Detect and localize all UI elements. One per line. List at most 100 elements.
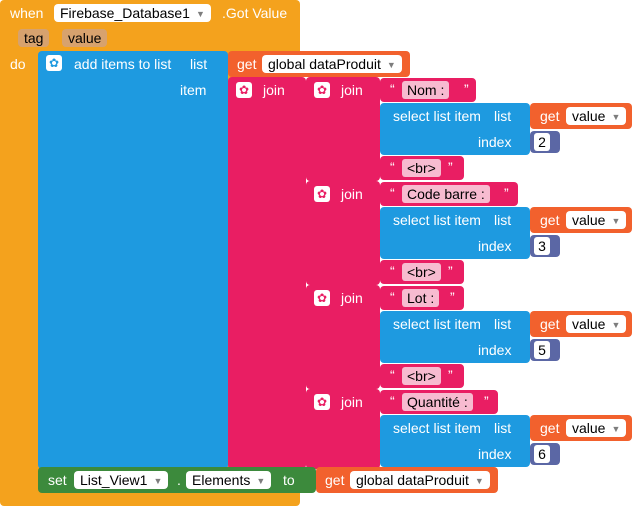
- quote-close: ”: [448, 263, 453, 279]
- get-label: get: [237, 56, 257, 72]
- chevron-down-icon: ▼: [153, 476, 163, 486]
- select-list-item-block[interactable]: [380, 207, 530, 259]
- variable-name: global dataProduit: [356, 472, 469, 488]
- index-value[interactable]: 2: [534, 133, 550, 151]
- number-block-index[interactable]: 2: [530, 131, 560, 153]
- property-dropdown[interactable]: Elements ▼: [186, 471, 272, 489]
- quote-open: “: [390, 159, 395, 175]
- variable-dropdown[interactable]: global dataProduit ▼: [350, 471, 490, 489]
- value-var: value: [572, 316, 606, 332]
- select-index-socket: index: [478, 446, 512, 462]
- join-label: join: [341, 186, 363, 202]
- property-name: Elements: [192, 472, 251, 488]
- br-text[interactable]: <br>: [402, 159, 441, 177]
- setter-component: List_View1: [80, 472, 148, 488]
- select-list-item-block[interactable]: [380, 311, 530, 363]
- field-label-text[interactable]: Quantité :: [402, 393, 473, 411]
- text-block-br[interactable]: “ <br> ”: [380, 364, 464, 388]
- quote-close: ”: [484, 393, 489, 409]
- value-dropdown[interactable]: value ▼: [566, 107, 627, 125]
- select-list-socket: list: [494, 420, 512, 436]
- text-block-field-label[interactable]: “ Quantité : ”: [380, 390, 498, 414]
- value-dropdown[interactable]: value ▼: [566, 315, 627, 333]
- number-block-index[interactable]: 5: [530, 339, 560, 361]
- join-gear-icon[interactable]: ✿: [314, 290, 330, 306]
- chevron-down-icon: ▼: [256, 476, 266, 486]
- chevron-down-icon: ▼: [195, 9, 205, 19]
- get-label: get: [540, 420, 560, 436]
- quote-open: “: [390, 263, 395, 279]
- value-var: value: [572, 108, 606, 124]
- value-dropdown[interactable]: value ▼: [566, 419, 627, 437]
- value-dropdown[interactable]: value ▼: [566, 211, 627, 229]
- select-list-socket: list: [494, 316, 512, 332]
- join-gear-icon[interactable]: ✿: [314, 186, 330, 202]
- get-label: get: [325, 472, 345, 488]
- join-block-outer[interactable]: [228, 77, 306, 469]
- select-list-socket: list: [494, 108, 512, 124]
- text-block-field-label[interactable]: “ Lot : ”: [380, 286, 464, 310]
- text-block-field-label[interactable]: “ Code barre : ”: [380, 182, 518, 206]
- select-list-item-block[interactable]: [380, 415, 530, 467]
- component-dropdown[interactable]: Firebase_Database1 ▼: [54, 4, 211, 22]
- setter-component-dropdown[interactable]: List_View1 ▼: [74, 471, 169, 489]
- quote-close: ”: [448, 367, 453, 383]
- variable-name: global dataProduit: [268, 56, 381, 72]
- add-items-label: add items to list: [74, 56, 172, 72]
- number-block-index[interactable]: 3: [530, 235, 560, 257]
- chevron-down-icon: ▼: [611, 424, 621, 434]
- index-value[interactable]: 5: [534, 341, 550, 359]
- select-index-socket: index: [478, 342, 512, 358]
- quote-open: “: [390, 185, 395, 201]
- join-gear-icon[interactable]: ✿: [314, 82, 330, 98]
- dot-label: .: [177, 472, 181, 488]
- quote-open: “: [390, 81, 395, 97]
- param-value[interactable]: value: [62, 29, 108, 47]
- mutator-gear-icon[interactable]: ✿: [46, 55, 62, 71]
- chevron-down-icon: ▼: [611, 216, 621, 226]
- variable-dropdown[interactable]: global dataProduit ▼: [262, 55, 402, 73]
- join-label-outer: join: [263, 82, 285, 98]
- index-value[interactable]: 6: [534, 445, 550, 463]
- list-socket-label: list: [190, 56, 208, 72]
- quote-open: “: [390, 367, 395, 383]
- join-label: join: [341, 394, 363, 410]
- join-gear-icon[interactable]: ✿: [314, 394, 330, 410]
- field-label-text[interactable]: Nom :: [402, 81, 450, 99]
- field-label-text[interactable]: Code barre :: [402, 185, 490, 203]
- do-label: do: [10, 56, 26, 72]
- index-value[interactable]: 3: [534, 237, 550, 255]
- value-var: value: [572, 420, 606, 436]
- text-block-br[interactable]: “ <br> ”: [380, 156, 464, 180]
- chevron-down-icon: ▼: [611, 112, 621, 122]
- join-gear-icon[interactable]: ✿: [236, 82, 252, 98]
- quote-open: “: [390, 289, 395, 305]
- text-block-br[interactable]: “ <br> ”: [380, 260, 464, 284]
- chevron-down-icon: ▼: [611, 320, 621, 330]
- add-items-block[interactable]: [38, 51, 228, 469]
- event-name: .Got Value: [222, 5, 288, 21]
- select-list-socket: list: [494, 212, 512, 228]
- item-socket-label: item: [180, 82, 207, 98]
- select-label: select list item: [393, 316, 481, 332]
- chevron-down-icon: ▼: [386, 60, 396, 70]
- select-list-item-block[interactable]: [380, 103, 530, 155]
- when-label: when: [10, 5, 44, 21]
- quote-close: ”: [464, 81, 469, 97]
- join-label: join: [341, 290, 363, 306]
- number-block-index[interactable]: 6: [530, 443, 560, 465]
- quote-close: ”: [450, 289, 455, 305]
- select-index-socket: index: [478, 238, 512, 254]
- param-tag[interactable]: tag: [18, 29, 50, 47]
- br-text[interactable]: <br>: [402, 367, 441, 385]
- join-label: join: [341, 82, 363, 98]
- select-index-socket: index: [478, 134, 512, 150]
- get-label: get: [540, 316, 560, 332]
- component-name: Firebase_Database1: [60, 5, 190, 21]
- get-label: get: [540, 212, 560, 228]
- select-label: select list item: [393, 420, 481, 436]
- chevron-down-icon: ▼: [474, 476, 484, 486]
- br-text[interactable]: <br>: [402, 263, 441, 281]
- field-label-text[interactable]: Lot :: [402, 289, 440, 307]
- text-block-field-label[interactable]: “ Nom : ”: [380, 78, 476, 102]
